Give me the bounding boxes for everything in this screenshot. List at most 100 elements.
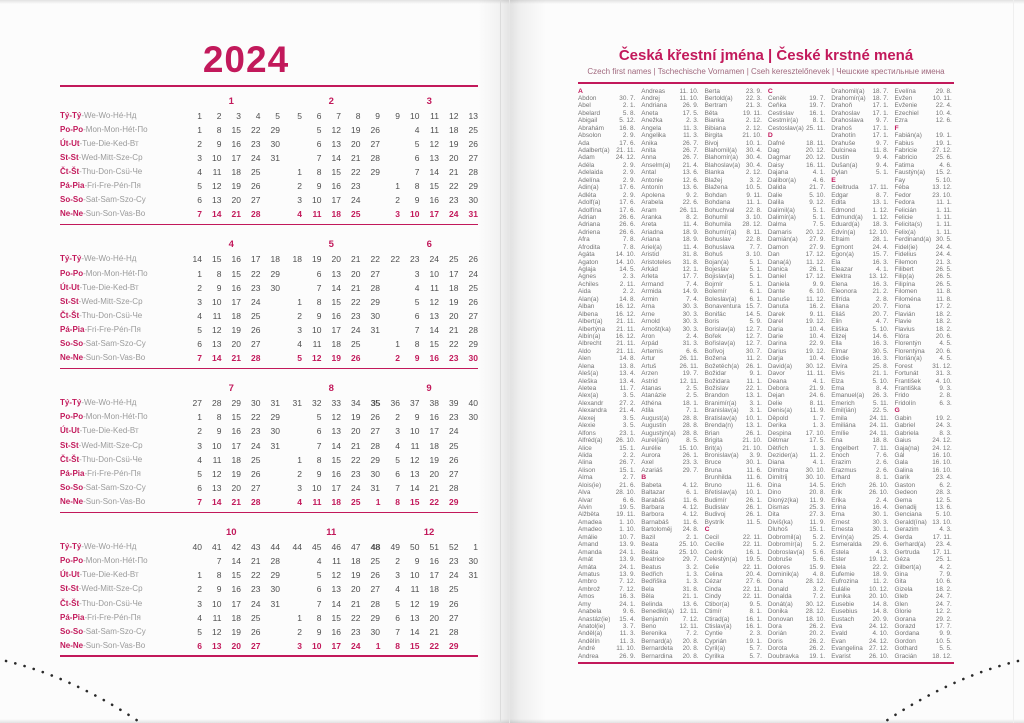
name-entry: Florentýn 4. 5. bbox=[894, 340, 951, 347]
name-label: Erhard bbox=[831, 474, 851, 482]
name-entry: Albrecht 21. 11. bbox=[578, 340, 635, 347]
day-cell: 25 bbox=[351, 339, 361, 349]
day-cell: 22 bbox=[351, 166, 361, 177]
name-day-date: 7. 11. bbox=[872, 444, 889, 452]
name-day-date: 24. 4. bbox=[935, 243, 952, 251]
day-cell: 24 bbox=[351, 640, 361, 651]
name-entry: Ariadna 18. 9. bbox=[641, 229, 698, 236]
weekday-row: Ne-Ne-Sun-Son-Vas-Во 7 14 21 28 4 11 18 25 3 10 17 2… bbox=[60, 207, 478, 221]
name-label: Dina bbox=[767, 481, 782, 489]
day-cell: 11 bbox=[410, 440, 420, 451]
name-day-date: 24. 1. bbox=[619, 563, 636, 571]
day-cell: 28 bbox=[449, 626, 459, 637]
month-row: 3 10 17 24 31 bbox=[283, 481, 380, 495]
name-day-date: 31. 8. bbox=[682, 258, 699, 266]
name-label: Danuše bbox=[767, 295, 790, 303]
name-entry: Adam 24. 12. bbox=[578, 154, 635, 161]
name-day-date: 4. 1. bbox=[812, 459, 826, 467]
name-day-date: 10. 4. bbox=[809, 332, 826, 340]
name-label: Genciana bbox=[894, 511, 922, 519]
day-cell: 29 bbox=[270, 124, 280, 135]
day-cell: 15 bbox=[231, 124, 241, 135]
name-day-date: 3. 5. bbox=[622, 414, 636, 422]
name-label: Gaja(na) bbox=[894, 444, 920, 452]
name-day-date: 11. 12. bbox=[806, 295, 826, 303]
name-label: Agáta bbox=[578, 251, 595, 259]
day-cell: 12 bbox=[312, 353, 322, 364]
name-entry: Brit(a) 21. 10. bbox=[705, 445, 762, 452]
name-entry: Dajana 4. 1. bbox=[768, 169, 825, 176]
week-number-cell: 2 bbox=[216, 110, 222, 121]
name-day-date: 19. 1. bbox=[809, 652, 826, 660]
month-slot: 4 11 18 25 bbox=[380, 123, 478, 137]
name-day-date: 17. 11. bbox=[932, 548, 952, 556]
name-entry: Dana(á) 11. 12. bbox=[768, 259, 825, 266]
month-row: 6 13 20 27 bbox=[183, 639, 281, 653]
name-day-date: 14. 5. bbox=[619, 266, 636, 273]
name-day-date: 17. 6. bbox=[619, 206, 636, 214]
name-day-date: 5. 10. bbox=[872, 325, 889, 333]
name-entry: Filibert 26. 5. bbox=[894, 266, 951, 273]
name-entry: August(a) 28. 8. bbox=[641, 415, 698, 422]
weekday-label: Ne-Ne-Sun-Son-Vas-Во bbox=[60, 639, 180, 653]
name-label: Alois(ie) bbox=[578, 481, 602, 489]
day-cell: 7 bbox=[316, 152, 322, 163]
day-cell: 17 bbox=[231, 598, 241, 609]
name-entry: Bruno 11. 6. bbox=[705, 482, 762, 489]
name-entry: Celestýn(a) 19. 5. bbox=[705, 556, 762, 563]
name-entry: Gizela 18. 2. bbox=[894, 586, 951, 593]
name-entry: Eliška 5. 10. bbox=[831, 326, 888, 333]
name-entry: Dobromil(a) 5. 2. bbox=[768, 534, 825, 541]
day-cell: 7 bbox=[197, 353, 202, 364]
week-number-cell: 10 bbox=[410, 110, 420, 121]
day-cell: 27 bbox=[370, 138, 380, 149]
name-entry: Fabián(a) 19. 1. bbox=[894, 132, 951, 139]
name-entry: Berenika 7. 2. bbox=[641, 630, 698, 637]
name-day-date: 24. 12. bbox=[932, 444, 952, 452]
name-day-date: 17. 7. bbox=[935, 623, 952, 630]
name-entry: Belinda 13. 6. bbox=[641, 601, 698, 608]
weekday-label: Út-Ut-Tue-Die-Ked-Вт bbox=[60, 568, 180, 582]
month-slot: 7 14 21 28 bbox=[280, 281, 380, 295]
day-cell: 5 bbox=[316, 412, 322, 423]
weekday-label-intl: -Mon-Mon-Hét-По bbox=[83, 556, 148, 566]
name-label: Arnold bbox=[641, 318, 660, 326]
day-cell: 1 bbox=[197, 570, 202, 581]
weekday-label-cz-sk: So-So bbox=[60, 482, 84, 492]
day-cell: 6 bbox=[395, 468, 400, 479]
name-label: Bojmír bbox=[704, 280, 724, 288]
name-day-date: 12. 11. bbox=[679, 377, 699, 385]
name-entry: Bohuslav 22. 8. bbox=[705, 236, 762, 243]
name-entry: Ella 16. 3. bbox=[831, 340, 888, 347]
name-entry: Evan 24. 12. bbox=[831, 638, 888, 645]
name-label: Anastáz(ie) bbox=[578, 615, 611, 623]
day-cell: 11 bbox=[332, 556, 341, 567]
month-slot: 48 49 50 51 52 1 bbox=[371, 540, 478, 554]
name-label: André bbox=[578, 645, 596, 653]
name-label: Aneta bbox=[641, 109, 658, 117]
name-entry: Gaja(na) 24. 12. bbox=[894, 445, 951, 452]
day-cell: 25 bbox=[351, 496, 361, 507]
name-entry: Bolemír 6. 1. bbox=[705, 288, 762, 295]
name-entry: Dag 20. 12. bbox=[768, 147, 825, 154]
name-label: Ernesta bbox=[831, 526, 854, 534]
name-label: Dalimír(a) bbox=[767, 213, 796, 221]
name-label: Božidar bbox=[704, 370, 727, 378]
name-label: Fabricio bbox=[894, 154, 918, 162]
name-label: Arleta bbox=[641, 273, 658, 281]
name-day-date: 12. 11. bbox=[679, 623, 699, 630]
name-entry: Beatrice 29. 7. bbox=[641, 556, 698, 563]
name-day-date: 11. 6. bbox=[746, 474, 762, 482]
name-entry: Ambro 7. 12. bbox=[578, 578, 635, 585]
name-entry: Drahuše 9. 7. bbox=[831, 140, 888, 147]
name-entry: Armand 7. 4. bbox=[641, 281, 698, 288]
name-label: Božidara bbox=[704, 377, 730, 385]
name-label: Andreas bbox=[641, 87, 666, 95]
name-day-date: 6. 2. bbox=[939, 481, 952, 489]
name-day-date: 7. 12. bbox=[619, 578, 636, 586]
name-label: Áron bbox=[641, 332, 655, 340]
weekday-row: So-So-Sat-Sam-Szo-Су 6 13 20 27 4 11 18 25 1 8 15 22… bbox=[60, 337, 478, 351]
week-number-cell: 12 bbox=[449, 110, 459, 121]
day-cell: 20 bbox=[351, 426, 361, 437]
name-day-date: 12. 10. bbox=[868, 228, 889, 236]
